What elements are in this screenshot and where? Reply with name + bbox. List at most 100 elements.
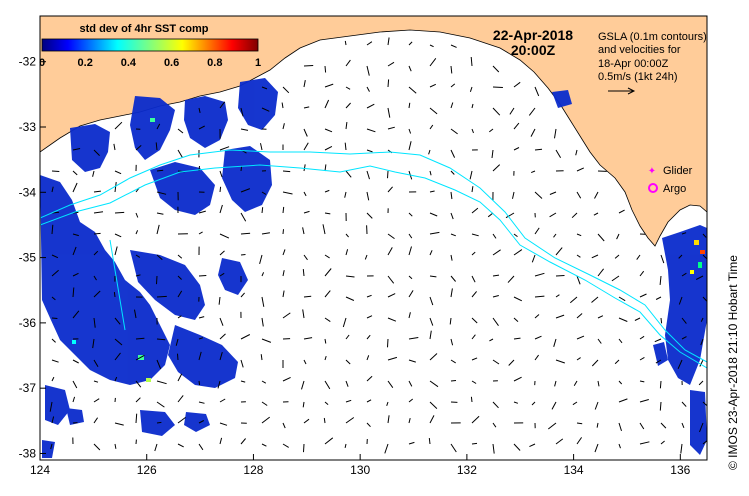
velocity-vector bbox=[387, 380, 394, 388]
velocity-vector bbox=[492, 274, 500, 277]
velocity-vector bbox=[198, 107, 201, 114]
velocity-vector bbox=[549, 212, 557, 218]
velocity-vector bbox=[240, 254, 246, 256]
velocity-vector bbox=[156, 338, 166, 341]
velocity-vector bbox=[408, 212, 413, 217]
velocity-vector bbox=[114, 422, 124, 426]
velocity-vector bbox=[469, 170, 473, 180]
velocity-vector bbox=[114, 233, 122, 238]
velocity-vector bbox=[302, 401, 305, 408]
velocity-vector bbox=[576, 437, 583, 445]
velocity-vector bbox=[51, 416, 55, 424]
velocity-vector bbox=[408, 441, 415, 445]
velocity-vector bbox=[507, 275, 515, 283]
velocity-vector bbox=[555, 247, 563, 256]
velocity-vector bbox=[156, 191, 167, 195]
velocity-vector bbox=[303, 295, 312, 298]
velocity-vector bbox=[282, 443, 289, 448]
velocity-vector bbox=[555, 359, 565, 364]
velocity-vector bbox=[660, 317, 663, 324]
velocity-vector bbox=[408, 380, 413, 387]
velocity-vector bbox=[469, 86, 473, 92]
colorbar-tick-label: 0.2 bbox=[78, 57, 93, 69]
velocity-vector bbox=[471, 207, 479, 214]
velocity-vector bbox=[366, 315, 373, 319]
velocity-vector bbox=[259, 254, 263, 265]
velocity-vector bbox=[450, 212, 454, 220]
colorbar-tick-label: 0.4 bbox=[121, 57, 137, 69]
velocity-vector bbox=[639, 293, 647, 298]
velocity-vector bbox=[429, 83, 437, 88]
velocity-vector bbox=[387, 293, 396, 298]
velocity-vector bbox=[260, 143, 263, 151]
velocity-vector bbox=[282, 422, 286, 429]
velocity-vector bbox=[569, 296, 578, 304]
velocity-vector bbox=[531, 401, 536, 406]
velocity-vector bbox=[72, 182, 78, 193]
velocity-vector bbox=[655, 296, 662, 300]
velocity-vector bbox=[219, 101, 226, 109]
velocity-vector bbox=[450, 149, 456, 158]
velocity-vector bbox=[471, 357, 478, 361]
velocity-vector bbox=[345, 122, 348, 130]
velocity-vector bbox=[261, 416, 271, 424]
velocity-vector bbox=[387, 356, 398, 361]
velocity-vector bbox=[366, 294, 372, 298]
velocity-vector bbox=[597, 315, 604, 319]
velocity-vector bbox=[573, 380, 578, 386]
velocity-vector bbox=[534, 272, 545, 277]
velocity-vector bbox=[387, 247, 393, 256]
velocity-vector bbox=[660, 422, 667, 429]
velocity-vector bbox=[114, 182, 117, 193]
velocity-vector bbox=[576, 275, 581, 285]
velocity-vector bbox=[135, 397, 141, 403]
velocity-vector bbox=[114, 376, 118, 382]
velocity-vector bbox=[219, 146, 230, 151]
velocity-vector bbox=[529, 443, 536, 448]
velocity-vector bbox=[114, 443, 117, 449]
y-tick-label: -38 bbox=[19, 446, 37, 460]
velocity-vector bbox=[702, 296, 707, 303]
x-tick-label: 128 bbox=[243, 463, 263, 477]
velocity-vector bbox=[699, 422, 704, 433]
velocity-vector bbox=[489, 338, 494, 342]
velocity-vector bbox=[93, 149, 100, 156]
velocity-vector bbox=[282, 86, 290, 94]
velocity-vector bbox=[72, 170, 78, 176]
velocity-vector bbox=[576, 335, 585, 340]
velocity-vector bbox=[114, 352, 121, 361]
velocity-vector bbox=[553, 338, 557, 347]
velocity-vector bbox=[366, 86, 370, 92]
velocity-vector bbox=[429, 275, 437, 278]
velocity-vector bbox=[576, 313, 583, 319]
velocity-vector bbox=[217, 380, 221, 389]
velocity-vector bbox=[555, 438, 564, 445]
velocity-vector bbox=[49, 401, 53, 412]
velocity-vector bbox=[695, 275, 704, 280]
velocity-vector bbox=[429, 401, 438, 409]
velocity-vector bbox=[261, 317, 264, 327]
velocity-vector bbox=[324, 268, 332, 277]
velocity-vector bbox=[261, 107, 270, 112]
velocity-vector bbox=[387, 37, 390, 46]
velocity-vector bbox=[324, 189, 330, 193]
velocity-vector bbox=[387, 317, 397, 322]
velocity-vector bbox=[324, 380, 331, 390]
glider-marker-icon: ✦ bbox=[648, 166, 656, 177]
velocity-vector bbox=[324, 65, 327, 73]
y-tick-label: -33 bbox=[19, 120, 37, 134]
velocity-vector bbox=[618, 338, 623, 344]
velocity-vector bbox=[449, 317, 452, 325]
velocity-vector bbox=[364, 254, 368, 260]
velocity-vector bbox=[491, 149, 494, 159]
velocity-vector bbox=[634, 317, 641, 321]
velocity-vector bbox=[450, 191, 453, 200]
velocity-vector bbox=[219, 250, 225, 256]
velocity-vector bbox=[344, 142, 347, 151]
x-tick-label: 130 bbox=[350, 463, 370, 477]
velocity-vector bbox=[93, 290, 101, 298]
colorbar-scale bbox=[41, 38, 259, 52]
velocity-vector bbox=[219, 204, 223, 214]
velocity-vector bbox=[492, 443, 495, 454]
velocity-vector bbox=[72, 148, 81, 151]
